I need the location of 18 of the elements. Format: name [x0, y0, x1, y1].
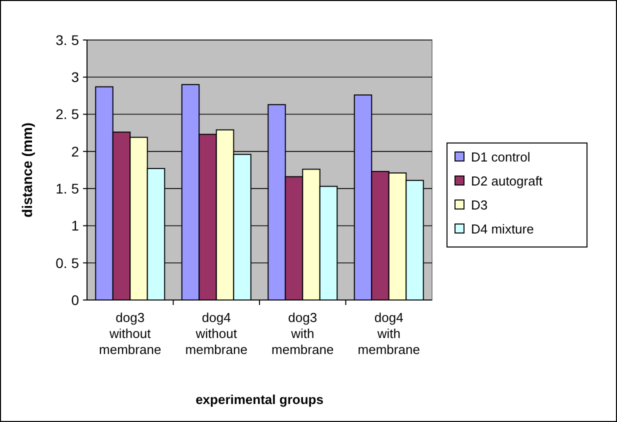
y-tick-label: 1. 5	[56, 180, 80, 196]
x-tick-label: dog4 with membrane	[358, 310, 420, 357]
legend-label: D3	[471, 198, 488, 213]
x-tick-label: dog4 without membrane	[185, 310, 248, 357]
y-tick-label: 2	[71, 143, 80, 160]
y-tick-label: 2. 5	[56, 106, 80, 122]
legend-label: D2 autograft	[471, 174, 543, 189]
y-tick-label: 3	[71, 69, 80, 86]
x-tick-label: dog3 without membrane	[99, 310, 162, 357]
x-axis-title: experimental groups	[196, 392, 324, 407]
y-tick-label: 3. 5	[56, 32, 80, 48]
y-axis-title: distance (mm)	[19, 122, 35, 218]
x-tick-label: dog3 with membrane	[272, 310, 334, 357]
legend-label: D1 control	[471, 150, 530, 165]
y-tick-label: 0. 5	[56, 254, 80, 271]
legend-label: D4 mixture	[471, 222, 534, 237]
y-tick-label: 1	[71, 218, 80, 234]
y-tick-label: 0	[71, 292, 80, 308]
